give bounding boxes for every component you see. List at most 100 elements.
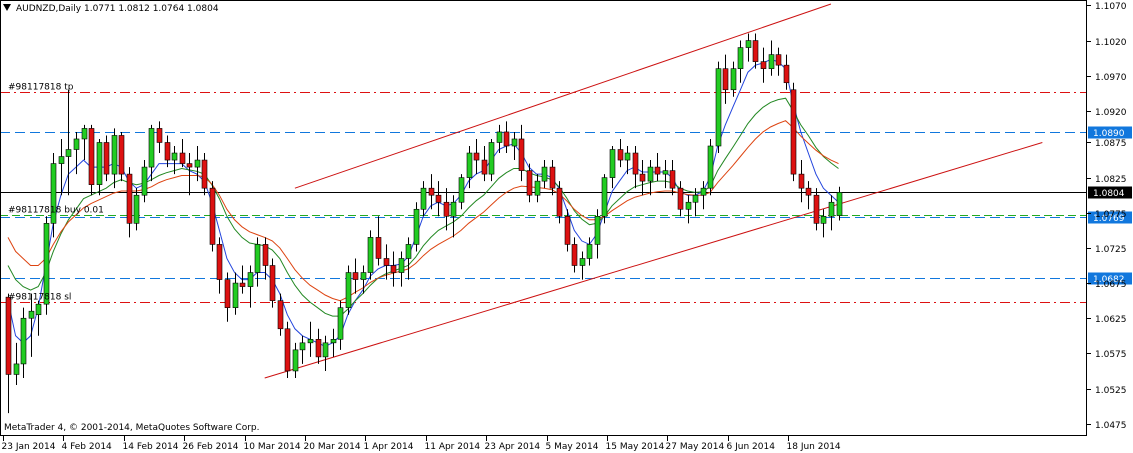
candle-body-94 — [715, 68, 722, 147]
candle-body-107 — [813, 194, 820, 224]
candle-body-20 — [156, 128, 163, 143]
candle-body-28 — [216, 244, 223, 280]
candle-body-91 — [692, 194, 699, 203]
candle-body-98 — [745, 40, 752, 48]
candle-body-55 — [420, 187, 427, 210]
candle-body-75 — [571, 244, 578, 266]
y-tick-label-3: 1.0920 — [1095, 108, 1127, 118]
candle-body-79 — [601, 177, 608, 217]
header-text: AUDNZD,Daily 1.0771 1.0812 1.0764 1.0804 — [16, 4, 219, 14]
candle-body-9 — [73, 138, 80, 150]
x-tick-label-2: 14 Feb 2014 — [123, 442, 179, 452]
price-tag-4: 1.0769 — [1093, 214, 1125, 224]
candle-body-83 — [632, 152, 639, 175]
candle-body-35 — [269, 265, 276, 301]
candle-body-74 — [564, 215, 571, 245]
x-tick-label-3: 26 Feb 2014 — [183, 442, 239, 452]
x-tick-label-7: 11 Apr 2014 — [425, 442, 481, 452]
x-tick-label-10: 15 May 2014 — [606, 442, 665, 452]
candle-body-72 — [549, 166, 556, 189]
candle-body-12 — [96, 142, 103, 185]
price-tag-1: 1.0890 — [1093, 129, 1125, 139]
candle-body-39 — [299, 342, 306, 351]
x-tick-label-4: 10 Mar 2014 — [244, 442, 301, 452]
candle-body-93 — [707, 145, 714, 189]
y-tick-label-4: 1.0875 — [1095, 139, 1127, 149]
y-tick-label-11: 1.0525 — [1095, 386, 1127, 396]
x-tick-label-11: 27 May 2014 — [666, 442, 725, 452]
x-tick-label-9: 5 May 2014 — [546, 442, 599, 452]
candle-body-70 — [534, 180, 541, 196]
horizontal-lines — [0, 92, 1087, 303]
candle-body-44 — [337, 307, 344, 340]
candle-body-68 — [518, 138, 525, 171]
candle-body-102 — [775, 54, 782, 66]
candle-body-80 — [609, 149, 616, 178]
candle-body-57 — [435, 194, 442, 203]
y-tick-label-2: 1.0970 — [1095, 73, 1127, 83]
x-tick-label-13: 18 Jun 2014 — [787, 442, 841, 452]
candle-body-103 — [783, 64, 790, 84]
candle-body-6 — [50, 163, 57, 224]
candle-body-87 — [662, 170, 669, 175]
y-tick-label-1: 1.1020 — [1095, 38, 1127, 48]
copyright-text: MetaTrader 4, © 2001-2014, MetaQuotes So… — [4, 423, 260, 433]
candle-body-22 — [171, 152, 178, 161]
candle-body-62 — [473, 152, 480, 161]
candle-body-19 — [148, 128, 155, 168]
hline-label-0: #98117818 tp — [8, 83, 74, 93]
candle-body-43 — [330, 339, 337, 344]
line-labels: #98117818 tp 1.0890 1.0804 #98117818 buy 0.… — [8, 83, 1132, 303]
candle-body-97 — [737, 47, 744, 69]
candle-body-42 — [322, 342, 329, 358]
candle-body-7 — [58, 156, 65, 164]
candle-body-4 — [35, 303, 42, 316]
candle-body-14 — [111, 135, 118, 175]
header-triangle-icon — [3, 4, 11, 11]
y-tick-label-9: 1.0625 — [1095, 315, 1127, 325]
candle-body-100 — [760, 61, 767, 69]
candle-body-25 — [194, 159, 201, 168]
price-tag-bg-5 — [1088, 272, 1132, 285]
candle-body-106 — [805, 187, 812, 196]
candle-body-15 — [118, 135, 125, 175]
price-tag-2: 1.0804 — [1093, 189, 1125, 199]
candle-body-69 — [526, 170, 533, 196]
candle-body-24 — [186, 163, 193, 168]
candle-body-64 — [488, 142, 495, 175]
x-tick-label-5: 20 Mar 2014 — [304, 442, 361, 452]
candle-body-85 — [647, 166, 654, 182]
x-tick-label-12: 6 Jun 2014 — [727, 442, 776, 452]
candle-body-65 — [496, 131, 503, 143]
candle-body-89 — [677, 187, 684, 210]
candle-body-61 — [466, 152, 473, 178]
candle-body-48 — [367, 237, 374, 273]
hline-label-6: #98117818 sl — [8, 293, 71, 303]
candle-body-21 — [164, 142, 171, 161]
candle-body-92 — [700, 187, 707, 196]
trendline-1 — [264, 142, 1043, 379]
candle-body-52 — [398, 258, 405, 273]
candle-body-32 — [247, 272, 254, 287]
trend-channel — [264, 3, 1043, 379]
candle-body-88 — [669, 170, 676, 189]
candle-body-81 — [617, 149, 624, 161]
candle-body-58 — [443, 201, 450, 217]
candle-body-38 — [292, 349, 299, 372]
price-tag-bg-4 — [1088, 211, 1132, 224]
x-tick-label-0: 23 Jan 2014 — [2, 442, 56, 452]
candle-body-78 — [594, 215, 601, 245]
candle-body-30 — [232, 282, 239, 308]
hline-label-3: #98117818 buy 0.01 — [8, 206, 104, 216]
candle-body-16 — [126, 173, 133, 224]
candle-body-59 — [450, 201, 457, 217]
candle-body-47 — [360, 272, 367, 280]
candle-body-67 — [511, 138, 518, 147]
candle-body-86 — [654, 166, 661, 175]
candle-body-51 — [390, 265, 397, 273]
candle-body-3 — [28, 310, 35, 319]
candle-body-2 — [20, 317, 27, 365]
candle-body-11 — [88, 128, 95, 185]
candle-body-73 — [556, 187, 563, 217]
